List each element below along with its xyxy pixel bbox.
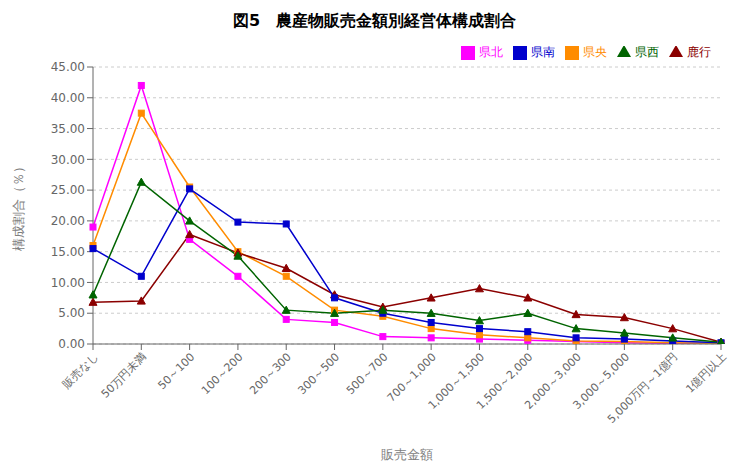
- svg-text:200～300: 200～300: [247, 350, 294, 397]
- svg-text:1億円以上: 1億円以上: [683, 350, 728, 395]
- svg-text:5.00: 5.00: [58, 306, 85, 320]
- svg-text:50万円未満: 50万円未満: [99, 350, 149, 400]
- svg-text:3,000～5,000: 3,000～5,000: [570, 350, 632, 412]
- svg-text:販売金額: 販売金額: [381, 447, 433, 462]
- svg-text:30.00: 30.00: [51, 153, 85, 167]
- html-text:図5 農産物販売金額別経営体構成割合: 図5 農産物販売金額別経営体構成割合: [232, 11, 517, 30]
- svg-text:10.00: 10.00: [51, 276, 85, 290]
- svg-text:45.00: 45.00: [51, 60, 85, 74]
- svg-text:300～500: 300～500: [296, 350, 343, 397]
- svg-text:40.00: 40.00: [51, 91, 85, 105]
- svg-text:1,500～2,000: 1,500～2,000: [473, 350, 536, 412]
- html-text:県西: 県西: [635, 45, 659, 59]
- svg-text:0.00: 0.00: [58, 337, 85, 351]
- svg-text:700～1,000: 700～1,000: [384, 350, 439, 405]
- svg-text:500～700: 500～700: [344, 350, 391, 397]
- svg-text:25.00: 25.00: [51, 183, 85, 197]
- html-text:県央: 県央: [583, 45, 607, 59]
- html-text:県南: 県南: [531, 45, 555, 59]
- svg-text:15.00: 15.00: [51, 245, 85, 259]
- svg-text:20.00: 20.00: [51, 214, 85, 228]
- html-text:鹿行: 鹿行: [687, 45, 711, 59]
- svg-text:50～100: 50～100: [156, 350, 198, 392]
- svg-text:構成割合（％）: 構成割合（％）: [11, 160, 26, 251]
- svg-text:5,000万円～1億円: 5,000万円～1億円: [605, 350, 680, 425]
- html-text:県北: 県北: [479, 45, 503, 59]
- svg-text:販売なし: 販売なし: [60, 350, 100, 390]
- svg-text:35.00: 35.00: [51, 122, 85, 136]
- svg-text:1,000～1,500: 1,000～1,500: [425, 350, 488, 412]
- svg-text:2,000～3,000: 2,000～3,000: [522, 350, 584, 412]
- svg-text:100～200: 100～200: [199, 350, 246, 397]
